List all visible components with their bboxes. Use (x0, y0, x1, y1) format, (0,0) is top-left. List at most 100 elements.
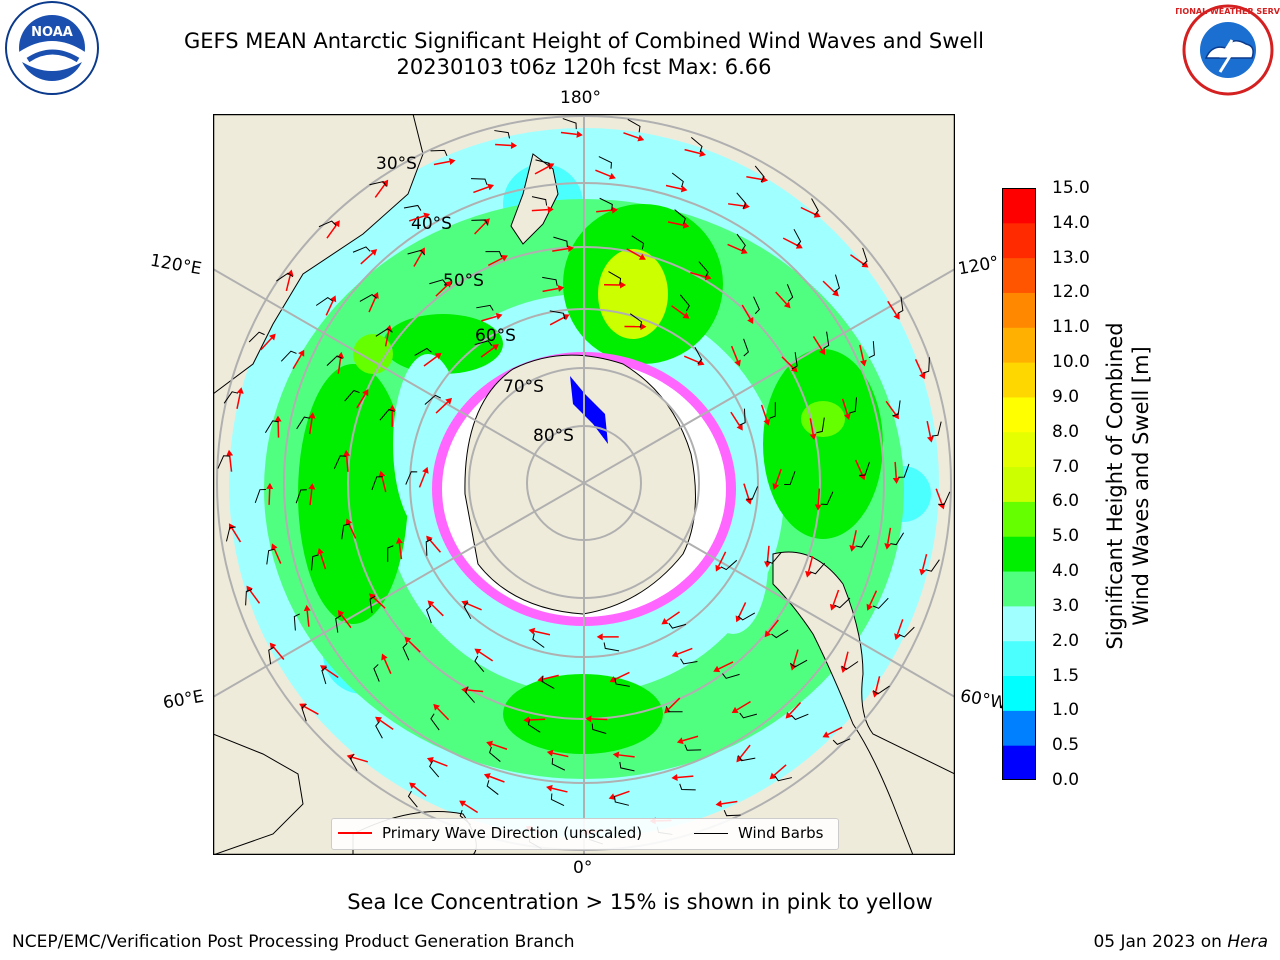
wave-arrow (781, 356, 794, 369)
wave-arrow (384, 330, 390, 347)
wind-barb (369, 595, 376, 614)
wave-arrow (474, 221, 487, 235)
wind-barb (476, 304, 494, 311)
wind-barb (254, 489, 266, 504)
colorbar-tick-label: 2.0 (1052, 630, 1080, 651)
colorbar-segment (1002, 292, 1036, 328)
wind-barb (720, 559, 738, 571)
wave-arrow (319, 553, 327, 570)
wind-barb (668, 623, 687, 629)
wave-arrow (727, 243, 743, 252)
wave-arrow-head (427, 600, 435, 608)
wind-barb (474, 655, 485, 673)
wind-barb (849, 397, 858, 414)
wave-arrow (268, 488, 271, 505)
wave-arrow-head (337, 610, 345, 617)
wave-arrow-head (763, 418, 771, 426)
wave-arrow-head (680, 185, 688, 193)
wave-arrow (549, 316, 565, 326)
wind-barb (430, 713, 440, 731)
wave-arrow-head (510, 141, 518, 149)
wind-barb (613, 795, 629, 806)
wave-arrow (273, 646, 285, 660)
wave-arrow (591, 718, 608, 721)
wind-barb (414, 347, 432, 356)
wind-barb (430, 149, 448, 157)
wave-arrow-head (491, 344, 499, 351)
colorbar-segment (1002, 222, 1036, 259)
wave-arrow-head (434, 352, 442, 360)
wind-barb (225, 526, 236, 542)
wave-arrow (542, 674, 559, 680)
wind-barb (680, 658, 698, 665)
sea-ice-caption: Sea Ice Concentration > 15% is shown in … (347, 890, 933, 914)
chart-subtitle: 20230103 t06z 120h fcst Max: 6.66 (396, 55, 772, 79)
wave-arrow-head (814, 504, 822, 511)
wave-arrow-head (271, 543, 278, 551)
wind-barb (485, 251, 503, 258)
wave-arrow-head (699, 150, 706, 157)
wave-arrow (552, 752, 569, 758)
colorbar (1002, 188, 1036, 780)
wave-arrow (324, 667, 339, 679)
wind-barb (425, 538, 432, 556)
wind-barb (834, 597, 851, 609)
colorbar-segment (1002, 710, 1036, 746)
wave-arrow (292, 354, 302, 370)
wind-barb (821, 491, 834, 505)
wave-arrow (665, 184, 682, 190)
wave-arrow (531, 208, 548, 212)
map-frame (213, 114, 955, 855)
lat-label-60: 60°S (475, 326, 516, 346)
colorbar-segment (1002, 745, 1036, 780)
wave-arrow-head (611, 206, 619, 214)
wave-arrow (560, 131, 577, 136)
wave-arrow (596, 209, 613, 213)
wave-arrow (677, 647, 693, 655)
wave-arrow (326, 224, 337, 239)
wave-arrow-head (919, 372, 926, 380)
wave-arrow-head (333, 220, 340, 228)
wind-barb (535, 159, 551, 170)
wind-barb (766, 552, 782, 564)
wave-arrow-head (557, 285, 565, 292)
wave-arrow-head (822, 731, 830, 738)
wind-barb (553, 236, 568, 248)
wave-arrow (841, 398, 849, 415)
wind-barb (276, 272, 294, 282)
wave-arrow (478, 651, 494, 662)
wind-barb (429, 760, 440, 778)
colorbar-segment (1002, 640, 1036, 677)
wind-barb (371, 476, 383, 491)
wave-arrow (743, 483, 750, 500)
wave-arrow-head (585, 715, 592, 723)
wind-barb (608, 271, 622, 285)
wind-barb (375, 721, 383, 739)
wave-arrow (887, 527, 892, 544)
wave-arrow (413, 252, 423, 267)
wind-barb (550, 793, 565, 806)
wave-arrow-head (671, 774, 678, 782)
wave-arrow-head (567, 245, 574, 253)
wave-arrow (614, 790, 630, 798)
wind-barb (335, 615, 342, 633)
wave-arrow (855, 459, 863, 475)
wave-arrow-head (474, 648, 482, 655)
wind-barb (293, 613, 300, 631)
wave-arrow (792, 649, 799, 666)
colorbar-segment (1002, 327, 1036, 363)
wave-arrow (495, 143, 512, 147)
wave-arrow (766, 545, 770, 562)
wind-barb (754, 165, 765, 183)
wave-arrow-head (772, 483, 780, 490)
wave-arrow (850, 254, 864, 265)
wave-arrow (852, 530, 857, 547)
wave-arrow-head (829, 603, 837, 611)
wind-barb (349, 753, 358, 772)
wind-barb (665, 705, 683, 713)
wave-arrow (730, 411, 741, 426)
wind-barb (898, 463, 910, 478)
lon-label-120e: 120°E (148, 250, 204, 280)
wave-arrow (383, 658, 392, 675)
wave-arrow (887, 300, 898, 316)
